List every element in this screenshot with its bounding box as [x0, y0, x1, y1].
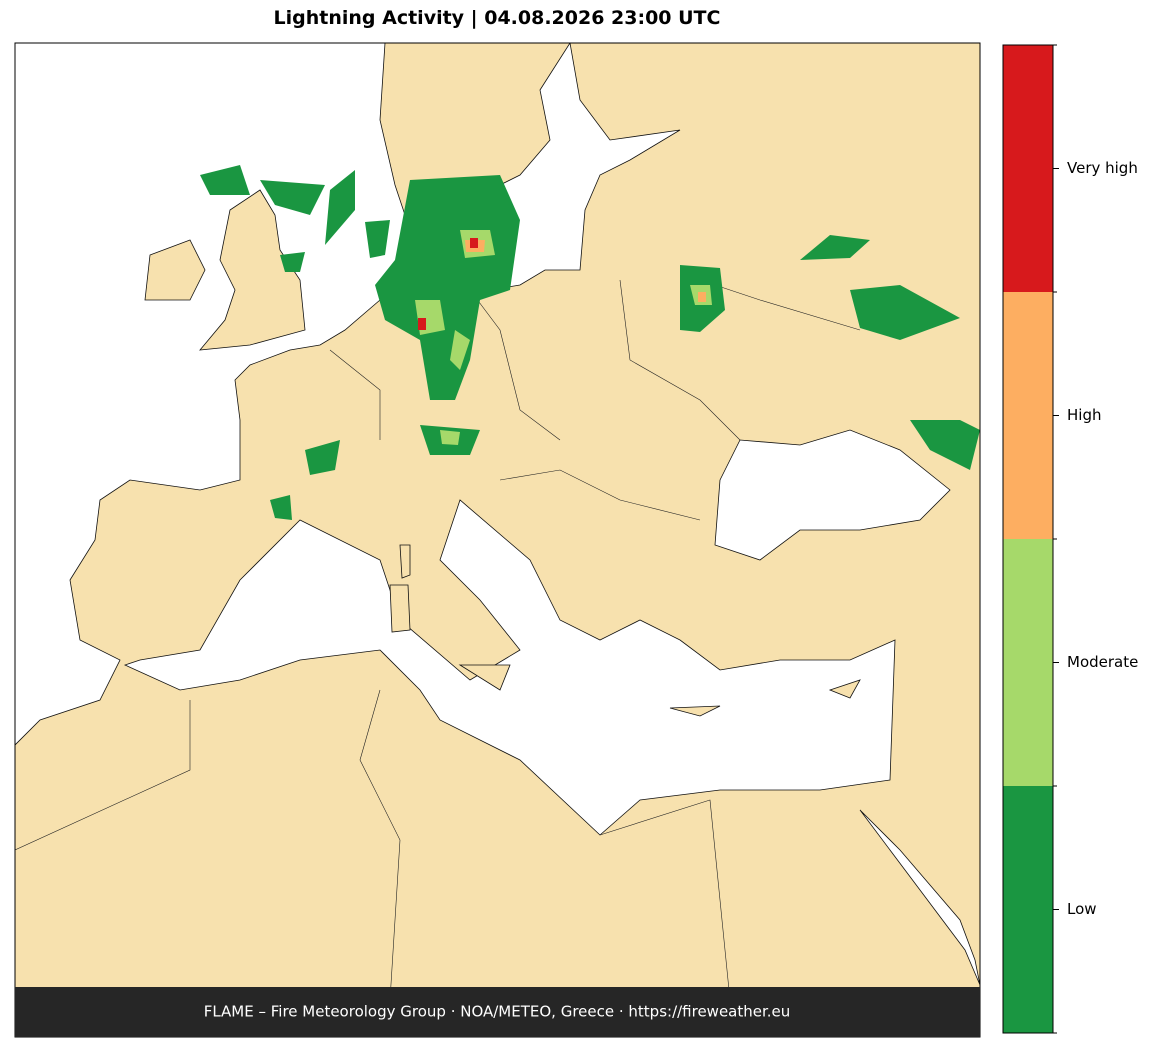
colorbar: Very high High Moderate Low [1002, 44, 1138, 1034]
legend-swatch [1003, 539, 1053, 786]
legend-label: Low [1067, 900, 1097, 918]
map [15, 43, 980, 1037]
footer-bar [15, 987, 980, 1037]
legend-swatch [1003, 45, 1053, 292]
legend-frame [1002, 44, 1054, 1034]
legend-swatch [1003, 786, 1053, 1033]
legend-label: High [1067, 406, 1101, 424]
lightning-cells [200, 165, 980, 520]
map-title: Lightning Activity | 04.08.2026 23:00 UT… [274, 7, 721, 29]
legend-label: Very high [1067, 159, 1138, 177]
legend-label: Moderate [1067, 653, 1138, 671]
footer: FLAME – Fire Meteorology Group · NOA/MET… [204, 1003, 791, 1021]
legend-swatch [1003, 292, 1053, 539]
